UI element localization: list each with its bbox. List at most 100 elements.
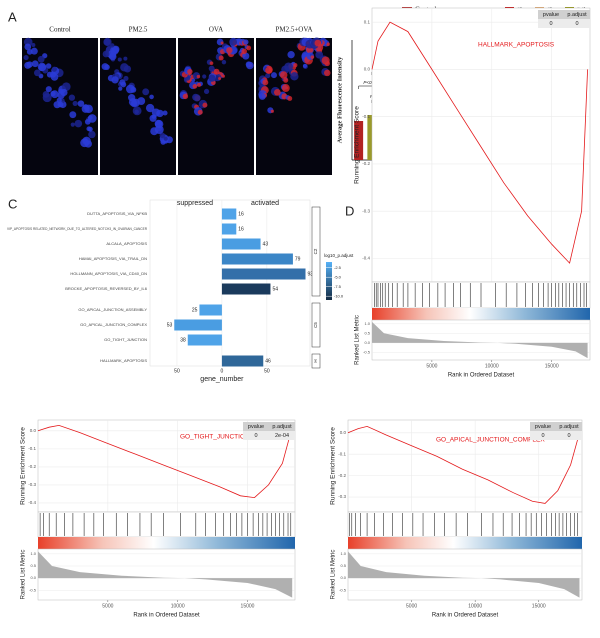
nucleus	[68, 94, 76, 101]
nucleus	[69, 111, 77, 119]
table-header-text: p.adjust	[272, 424, 292, 430]
y-tick-label: -0.3	[362, 208, 370, 213]
nucleus	[246, 61, 254, 70]
stain	[220, 41, 224, 45]
nucleus	[37, 62, 47, 72]
table-header-text: p.adjust	[559, 424, 579, 430]
x-axis-label: Rank in Ordered Dataset	[448, 373, 515, 379]
nucleus	[123, 56, 128, 61]
stain	[241, 48, 247, 55]
stain	[281, 84, 290, 92]
stain	[287, 96, 293, 101]
bar	[174, 319, 222, 331]
x-tick-label: 50	[264, 368, 270, 374]
category-label: BROCKE_APOPTOSIS_REVERSED_BY_IL6	[65, 286, 148, 291]
metric-axis-label: Ranked List Metric	[21, 550, 27, 600]
bar	[354, 121, 364, 160]
value-label: 16	[238, 226, 244, 232]
x-tick-label: 5000	[406, 603, 417, 609]
nucleus	[163, 136, 168, 141]
metric-tick-label: 0.5	[30, 563, 36, 568]
nucleus	[24, 61, 32, 69]
nucleus	[84, 105, 90, 110]
barcode-panel	[37, 511, 296, 538]
x-axis-label: Rank in Ordered Dataset	[432, 613, 499, 619]
nucleus	[315, 50, 324, 59]
x-axis-label: Rank in Ordered Dataset	[133, 613, 200, 619]
table-header	[530, 422, 556, 431]
nucleus	[156, 109, 164, 118]
x-tick-label: 15000	[545, 363, 559, 369]
image-label: PM2.5	[129, 26, 148, 34]
nucleus	[42, 93, 52, 103]
nucleus	[203, 88, 210, 95]
stain	[213, 68, 220, 75]
panel-label: A	[8, 9, 17, 24]
table-header-text: pvalue	[543, 12, 559, 18]
nucleus	[23, 55, 29, 61]
nucleus	[24, 43, 32, 51]
stain	[265, 66, 273, 74]
value-label: 25	[192, 307, 198, 313]
nucleus	[165, 136, 173, 144]
bar	[187, 334, 222, 346]
metric-tick-label: 1.0	[364, 321, 370, 326]
es-curve	[371, 21, 588, 264]
y-axis-label: Running Enrichment Score	[20, 427, 27, 505]
nucleus	[31, 60, 39, 68]
side-label: activated	[251, 200, 279, 207]
nucleus	[265, 73, 271, 79]
stain	[209, 61, 214, 66]
category-label: DUTTA_APOPTOSIS_VIA_NFKB	[87, 211, 147, 216]
x-tick-label: 50	[174, 368, 180, 374]
colorbar-tick-label: -10.0	[334, 293, 344, 298]
nucleus	[208, 65, 215, 72]
value-label: 43	[263, 241, 269, 247]
nucleus	[45, 86, 52, 93]
nucleus	[302, 63, 308, 68]
nucleus	[102, 50, 110, 58]
table-cell-text: 0	[549, 21, 552, 27]
stain	[246, 45, 252, 51]
table-cell	[538, 19, 564, 28]
metric-area	[348, 551, 580, 598]
colorbar-tick-label: -2.5	[334, 265, 342, 270]
metric-area	[38, 551, 293, 598]
bar	[221, 238, 261, 250]
metric-tick-label: 0.5	[364, 330, 370, 335]
table-cell-text: 2e-04	[275, 433, 289, 439]
x-tick-label: 15000	[241, 603, 255, 609]
gsea-title: GO_APICAL_JUNCTION_COMPLEX	[436, 437, 545, 444]
stain	[283, 77, 289, 83]
x-tick-label: 5000	[102, 603, 113, 609]
colorbar-tick-label: -7.5	[334, 284, 342, 289]
gsea-title: GO_TIGHT_JUNCTION	[180, 434, 250, 441]
gsea-title: HALLMARK_APOPTOSIS	[478, 42, 555, 49]
nucleus	[37, 55, 45, 63]
stain	[262, 79, 269, 86]
bar	[221, 253, 293, 265]
nucleus	[111, 76, 119, 84]
nucleus	[77, 100, 85, 107]
es-curve	[37, 424, 293, 499]
nucleus	[145, 103, 155, 113]
category-label: VIP_APOPTOSIS RELATED_NETWORK_DUE_TO_ALT…	[7, 226, 147, 231]
metric-tick-label: 0.0	[30, 575, 36, 580]
nucleus	[30, 47, 38, 55]
table-cell	[556, 431, 582, 440]
category-label: ALCALA_APOPTOSIS	[106, 241, 147, 246]
x-tick-label: 0	[221, 368, 224, 374]
table-cell-text: 0	[254, 433, 257, 439]
nucleus	[45, 63, 52, 69]
x-axis-label: gene_number	[200, 376, 244, 383]
es-panel	[371, 7, 591, 283]
cells	[23, 37, 97, 148]
nucleus	[159, 132, 166, 139]
nucleus	[243, 39, 249, 45]
nucleus	[103, 37, 112, 47]
stain	[270, 109, 274, 113]
stain	[192, 84, 198, 89]
value-label: 53	[167, 322, 173, 328]
cells	[179, 37, 254, 116]
nucleus	[229, 38, 238, 46]
